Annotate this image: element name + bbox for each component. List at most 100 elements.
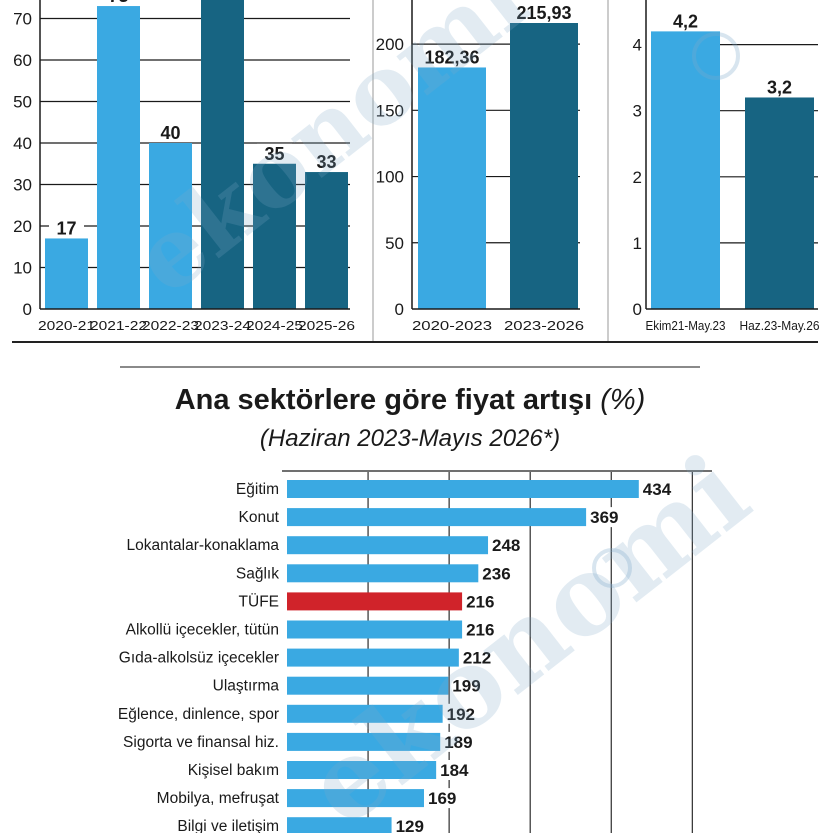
data-label: 369 <box>590 508 618 527</box>
x-tick-label: 2021-22 <box>90 318 147 333</box>
bar <box>287 789 424 808</box>
data-label-bg <box>444 703 483 724</box>
data-label-bg <box>749 77 810 97</box>
data-label-bg <box>464 591 503 612</box>
category-label: TÜFE <box>239 592 279 610</box>
y-tick-label: 200 <box>376 35 404 54</box>
x-tick-label: 2022-23 <box>142 318 199 333</box>
y-tick-label: 150 <box>376 101 404 120</box>
data-label-bg <box>422 47 482 67</box>
y-tick-label: 40 <box>13 134 32 153</box>
data-label-bg <box>640 479 679 499</box>
category-label: Mobilya, mefruşat <box>157 790 280 807</box>
y-tick-label: 10 <box>13 259 32 278</box>
bar <box>287 620 463 639</box>
bar <box>418 67 486 310</box>
data-label: 189 <box>444 733 472 752</box>
category-label: Sağlık <box>236 565 279 582</box>
bar <box>510 23 578 310</box>
data-label: 215,93 <box>516 3 571 23</box>
data-label-bg <box>442 731 481 752</box>
watermark-globe-icon <box>692 32 740 80</box>
data-label-bg <box>101 0 136 6</box>
data-label-bg <box>514 3 574 23</box>
data-label: 192 <box>447 705 475 724</box>
data-label: 73 <box>108 0 128 6</box>
x-tick-label: 2023-24 <box>194 318 251 333</box>
data-label: 199 <box>452 677 480 696</box>
y-tick-label: 100 <box>376 168 404 187</box>
category-label: Eğlence, dinlence, spor <box>118 706 279 723</box>
bar <box>287 536 489 555</box>
watermark-globe-icon <box>592 548 632 588</box>
bar <box>287 676 449 695</box>
data-label-bg <box>450 675 489 696</box>
data-label-bg <box>438 760 477 780</box>
data-label-bg <box>393 816 432 833</box>
chart-title-text: Ana sektörlere göre fiyat artışı <box>174 384 593 416</box>
data-label: 248 <box>492 536 520 555</box>
data-label: 434 <box>643 480 672 499</box>
category-label: Ulaştırma <box>213 678 280 695</box>
bar <box>201 0 244 309</box>
y-tick-label: 0 <box>23 300 32 319</box>
category-label: Alkollü içecekler, tütün <box>126 622 279 639</box>
data-label-bg <box>425 788 464 809</box>
chart-subtitle: (Haziran 2023-Mayıs 2026*) <box>259 425 561 452</box>
data-label-bg <box>588 507 627 528</box>
data-label-bg <box>257 143 292 163</box>
x-tick-label: 2024-25 <box>246 318 303 333</box>
bar <box>287 704 443 723</box>
category-label: Bilgi ve iletişim <box>177 818 279 833</box>
data-label-bg <box>49 218 84 238</box>
bar <box>287 480 639 498</box>
chart-title: Ana sektörlere göre fiyat artışı (%) <box>0 384 820 417</box>
bar <box>253 163 296 309</box>
chart-title-unit: (%) <box>600 384 646 416</box>
y-tick-label: 2 <box>633 168 642 187</box>
y-tick-label: 0 <box>395 300 404 319</box>
bar <box>287 508 587 527</box>
bar <box>745 97 814 309</box>
data-label: 17 <box>56 218 76 238</box>
bar <box>287 761 437 779</box>
category-label: Gıda-alkolsüz içecekler <box>119 650 279 667</box>
data-label-bg <box>480 563 519 584</box>
bar <box>287 817 392 833</box>
x-tick-label: Haz.23-May.26 <box>740 318 820 333</box>
y-tick-label: 4 <box>633 36 642 55</box>
bar <box>149 143 192 309</box>
bar <box>651 31 720 309</box>
data-label-bg <box>460 647 499 668</box>
data-label: 216 <box>466 621 494 640</box>
bar <box>97 6 140 310</box>
y-tick-label: 70 <box>13 10 32 29</box>
data-label-bg <box>464 619 503 640</box>
y-tick-label: 0 <box>633 300 642 319</box>
category-label: Konut <box>238 509 279 526</box>
data-label: 182,36 <box>424 47 479 67</box>
y-tick-label: 1 <box>633 234 642 253</box>
bar <box>287 592 463 611</box>
y-tick-label: 30 <box>13 176 32 195</box>
category-label: Lokantalar-konaklama <box>126 537 279 554</box>
data-label: 129 <box>396 817 424 833</box>
data-label-bg <box>655 11 716 31</box>
data-label: 184 <box>440 761 469 780</box>
y-tick-label: 60 <box>13 51 32 70</box>
bar <box>287 732 441 751</box>
x-tick-label: Ekim21-May.23 <box>646 318 726 333</box>
bar <box>287 564 479 583</box>
y-tick-label: 50 <box>13 93 32 112</box>
y-tick-label: 50 <box>385 234 404 253</box>
x-tick-label: 2020-21 <box>38 318 95 333</box>
y-tick-label: 20 <box>13 217 32 236</box>
data-label: 4,2 <box>673 11 698 31</box>
category-label: Eğitim <box>236 481 279 498</box>
data-label-bg <box>309 152 344 172</box>
category-label: Kişisel bakım <box>188 762 279 779</box>
data-label-bg <box>490 535 529 556</box>
category-label: Sigorta ve finansal hiz. <box>123 734 279 751</box>
bar <box>45 238 88 309</box>
